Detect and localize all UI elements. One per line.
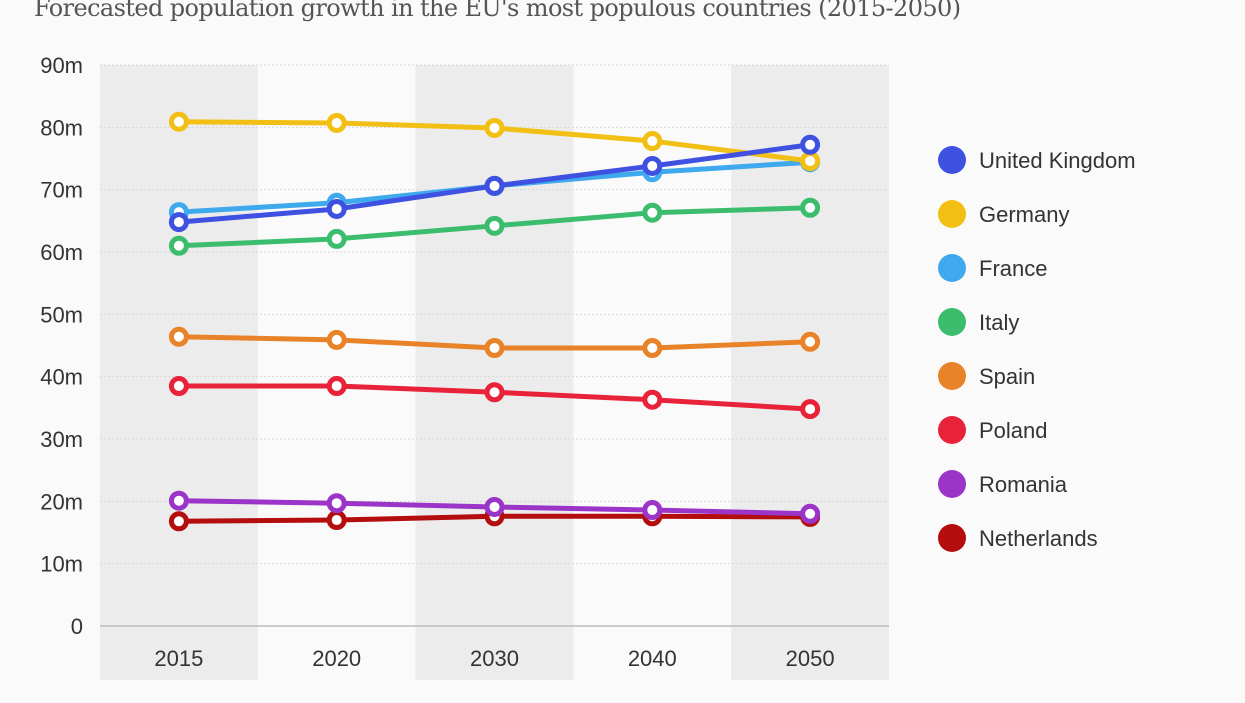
legend-item: Germany bbox=[938, 200, 1069, 228]
data-point bbox=[484, 175, 505, 196]
data-point bbox=[800, 134, 821, 155]
legend-swatch-icon bbox=[938, 524, 966, 552]
data-point bbox=[168, 511, 189, 532]
data-point bbox=[800, 331, 821, 352]
series-italy bbox=[168, 197, 821, 256]
data-point bbox=[800, 197, 821, 218]
data-point bbox=[642, 337, 663, 358]
data-point bbox=[484, 496, 505, 517]
data-point bbox=[168, 235, 189, 256]
legend-item: Netherlands bbox=[938, 524, 1098, 552]
y-tick-label: 90m bbox=[40, 53, 83, 78]
y-tick-label: 20m bbox=[40, 489, 83, 514]
legend-item: Italy bbox=[938, 308, 1019, 336]
data-point bbox=[484, 117, 505, 138]
data-point bbox=[484, 215, 505, 236]
legend-label: Germany bbox=[979, 202, 1069, 227]
data-point bbox=[168, 490, 189, 511]
y-tick-label: 50m bbox=[40, 302, 83, 327]
legend-label: Spain bbox=[979, 364, 1035, 389]
x-tick-label: 2030 bbox=[470, 646, 519, 671]
series-poland bbox=[168, 376, 821, 420]
y-tick-label: 70m bbox=[40, 178, 83, 203]
x-tick-label: 2015 bbox=[154, 646, 203, 671]
series-united-kingdom bbox=[168, 134, 821, 233]
legend-label: France bbox=[979, 256, 1047, 281]
data-point bbox=[326, 493, 347, 514]
data-point bbox=[326, 376, 347, 397]
data-point bbox=[642, 155, 663, 176]
legend-item: Romania bbox=[938, 470, 1068, 498]
series-germany bbox=[168, 111, 821, 171]
legend-label: United Kingdom bbox=[979, 148, 1136, 173]
data-point bbox=[484, 337, 505, 358]
data-point bbox=[168, 326, 189, 347]
data-point bbox=[642, 389, 663, 410]
y-tick-label: 10m bbox=[40, 552, 83, 577]
data-point bbox=[326, 198, 347, 219]
y-tick-label: 80m bbox=[40, 115, 83, 140]
data-point bbox=[642, 131, 663, 152]
y-tick-label: 0 bbox=[71, 614, 83, 639]
y-tick-label: 30m bbox=[40, 427, 83, 452]
data-point bbox=[642, 500, 663, 521]
legend-swatch-icon bbox=[938, 200, 966, 228]
x-tick-label: 2020 bbox=[312, 646, 361, 671]
x-tick-label: 2050 bbox=[786, 646, 835, 671]
legend-swatch-icon bbox=[938, 416, 966, 444]
chart-title: Forecasted population growth in the EU's… bbox=[34, 0, 961, 22]
data-point bbox=[484, 382, 505, 403]
legend-item: France bbox=[938, 254, 1047, 282]
legend-swatch-icon bbox=[938, 146, 966, 174]
legend-swatch-icon bbox=[938, 254, 966, 282]
data-point bbox=[800, 399, 821, 420]
legend-swatch-icon bbox=[938, 470, 966, 498]
y-tick-label: 60m bbox=[40, 240, 83, 265]
data-point bbox=[326, 228, 347, 249]
data-point bbox=[800, 503, 821, 524]
data-point bbox=[168, 111, 189, 132]
data-point bbox=[642, 202, 663, 223]
legend-label: Poland bbox=[979, 418, 1048, 443]
legend-item: Poland bbox=[938, 416, 1048, 444]
x-tick-label: 2040 bbox=[628, 646, 677, 671]
legend-label: Italy bbox=[979, 310, 1019, 335]
data-point bbox=[326, 510, 347, 531]
legend-item: Spain bbox=[938, 362, 1035, 390]
column-band bbox=[415, 65, 574, 680]
legend-swatch-icon bbox=[938, 362, 966, 390]
legend-swatch-icon bbox=[938, 308, 966, 336]
data-point bbox=[168, 212, 189, 233]
data-point bbox=[800, 150, 821, 171]
legend-item: United Kingdom bbox=[938, 146, 1136, 174]
series-spain bbox=[168, 326, 821, 358]
y-tick-label: 40m bbox=[40, 365, 83, 390]
legend-label: Romania bbox=[979, 472, 1068, 497]
data-point bbox=[326, 112, 347, 133]
series-romania bbox=[168, 490, 821, 524]
legend-label: Netherlands bbox=[979, 526, 1098, 551]
data-point bbox=[168, 376, 189, 397]
column-band bbox=[100, 65, 258, 680]
data-point bbox=[326, 329, 347, 350]
